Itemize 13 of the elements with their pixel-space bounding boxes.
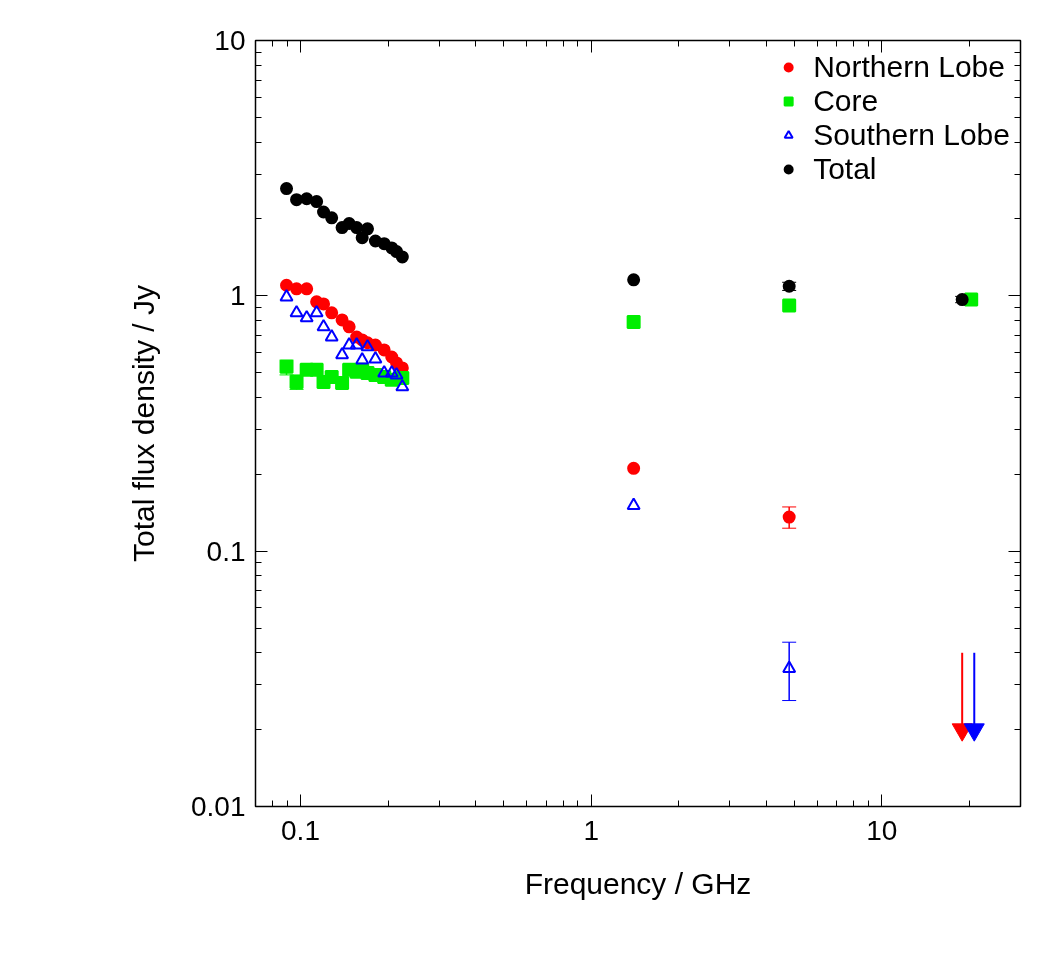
y-tick-label: 10 xyxy=(214,25,246,56)
legend-label: Southern Lobe xyxy=(813,118,1010,152)
y-tick-label: 1 xyxy=(229,280,246,312)
legend-label: Core xyxy=(813,84,879,118)
y-axis-title: Total flux density / Jy xyxy=(127,285,160,562)
x-axis-title: Frequency / GHz xyxy=(524,866,752,900)
y-tick-label: 0.1 xyxy=(206,535,246,567)
legend-label: Northern Lobe xyxy=(813,50,1005,84)
x-tick-label: 1 xyxy=(583,814,599,846)
legend-label: Total xyxy=(813,152,877,186)
y-tick-label: 0.01 xyxy=(191,791,246,822)
x-tick-label: 0.1 xyxy=(281,814,320,846)
x-tick-label: 10 xyxy=(866,814,898,846)
